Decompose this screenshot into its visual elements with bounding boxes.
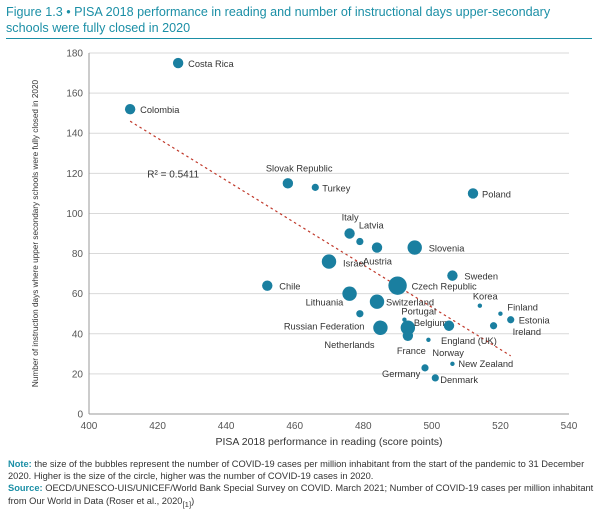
data-point — [421, 364, 429, 372]
point-label: Lithuania — [306, 298, 345, 308]
point-label: Norway — [432, 348, 464, 358]
y-tick-label: 40 — [72, 329, 84, 340]
y-tick-label: 80 — [72, 249, 84, 260]
x-tick-label: 480 — [355, 421, 372, 432]
data-point — [262, 280, 273, 291]
data-point — [344, 228, 355, 239]
data-point — [400, 320, 416, 335]
point-label: Estonia — [519, 316, 551, 326]
figure-label: Figure 1.3 — [6, 5, 63, 19]
point-label: Switzerland — [386, 298, 434, 308]
x-axis-label: PISA 2018 performance in reading (score … — [215, 436, 442, 448]
point-label: Italy — [342, 213, 359, 223]
y-tick-label: 0 — [77, 410, 83, 421]
x-tick-label: 540 — [561, 421, 578, 432]
data-point — [426, 337, 431, 342]
data-point — [402, 330, 414, 341]
point-label: Slovenia — [429, 244, 465, 254]
point-label: New Zealand — [458, 359, 513, 369]
figure-notes: Note: the size of the bubbles represent … — [8, 458, 596, 511]
point-label: Costa Rica — [188, 59, 234, 69]
source-text: OECD/UNESCO-UIS/UNICEF/World Bank Specia… — [8, 483, 594, 506]
data-point — [369, 294, 385, 309]
point-label: Latvia — [359, 221, 385, 231]
x-tick-label: 500 — [424, 421, 441, 432]
data-point — [356, 310, 364, 318]
source-reference[interactable]: [1] — [182, 499, 192, 509]
point-label: Korea — [473, 292, 499, 302]
y-tick-label: 140 — [66, 129, 83, 140]
point-label: Austria — [363, 257, 393, 267]
data-point — [172, 57, 184, 69]
data-point — [450, 361, 455, 367]
point-label: Poland — [482, 189, 511, 199]
point-label: Belgium — [414, 318, 448, 328]
y-tick-label: 160 — [66, 89, 83, 100]
trend-line — [129, 120, 512, 357]
source-label: Source: — [8, 483, 43, 494]
data-point — [489, 322, 498, 330]
point-label: Denmark — [440, 375, 478, 385]
figure-title-text: PISA 2018 performance in reading and num… — [6, 5, 551, 35]
x-tick-label: 440 — [218, 421, 235, 432]
r-squared-label: R² = 0.5411 — [147, 169, 199, 180]
y-tick-label: 60 — [72, 289, 84, 300]
point-label: Turkey — [322, 183, 350, 193]
title-divider — [6, 38, 592, 39]
y-tick-label: 100 — [66, 209, 83, 220]
data-point — [467, 188, 479, 199]
source-paragraph: Source: OECD/UNESCO-UIS/UNICEF/World Ban… — [8, 482, 596, 510]
note-text: the size of the bubbles represent the nu… — [8, 459, 585, 482]
bubble-chart: 0 20 40 60 80 100 120 140 160 180 400 420 440 460 480 5… — [31, 49, 578, 449]
y-axis-label: Number of instruction days where upper s… — [31, 79, 40, 387]
x-tick-label: 460 — [286, 421, 303, 432]
point-label: Czech Republic — [412, 282, 477, 292]
note-paragraph: Note: the size of the bubbles represent … — [8, 458, 596, 482]
data-point — [477, 303, 483, 308]
point-label: Finland — [507, 303, 538, 313]
data-point — [311, 183, 319, 191]
point-label: Russian Federation — [284, 322, 365, 332]
data-point — [373, 320, 388, 335]
source-end: ) — [191, 495, 195, 506]
data-point — [507, 316, 515, 324]
x-tick-label: 420 — [149, 421, 166, 432]
point-label: Netherlands — [324, 340, 374, 350]
point-label: Germany — [382, 369, 421, 379]
point-label: Portugal — [401, 307, 436, 317]
data-point — [124, 103, 136, 115]
data-point — [321, 254, 337, 269]
figure-bullet: • — [66, 5, 71, 19]
point-label: France — [397, 346, 426, 356]
point-label: Ireland — [513, 327, 541, 337]
data-point — [371, 242, 383, 253]
data-point — [431, 374, 439, 382]
data-point — [388, 276, 407, 295]
data-point — [443, 320, 455, 331]
y-tick-label: 180 — [66, 49, 83, 60]
data-point — [342, 286, 357, 301]
point-label: Chile — [279, 282, 300, 292]
point-label: Sweden — [464, 272, 498, 282]
y-tick-label: 120 — [66, 169, 83, 180]
x-tick-label: 400 — [81, 421, 98, 432]
note-label: Note: — [8, 459, 32, 469]
data-point — [356, 237, 364, 246]
y-tick-label: 20 — [72, 369, 84, 380]
data-point — [407, 240, 422, 255]
data-point — [498, 311, 503, 316]
figure-title: Figure 1.3 • PISA 2018 performance in re… — [6, 4, 596, 36]
point-label: England (UK) — [441, 336, 497, 346]
data-point — [447, 270, 458, 281]
data-point — [402, 317, 407, 322]
point-label: Israel — [343, 259, 366, 269]
x-tick-label: 520 — [492, 421, 509, 432]
data-point — [282, 178, 294, 189]
point-label: Colombia — [140, 105, 180, 115]
point-label: Slovak Republic — [266, 163, 333, 173]
